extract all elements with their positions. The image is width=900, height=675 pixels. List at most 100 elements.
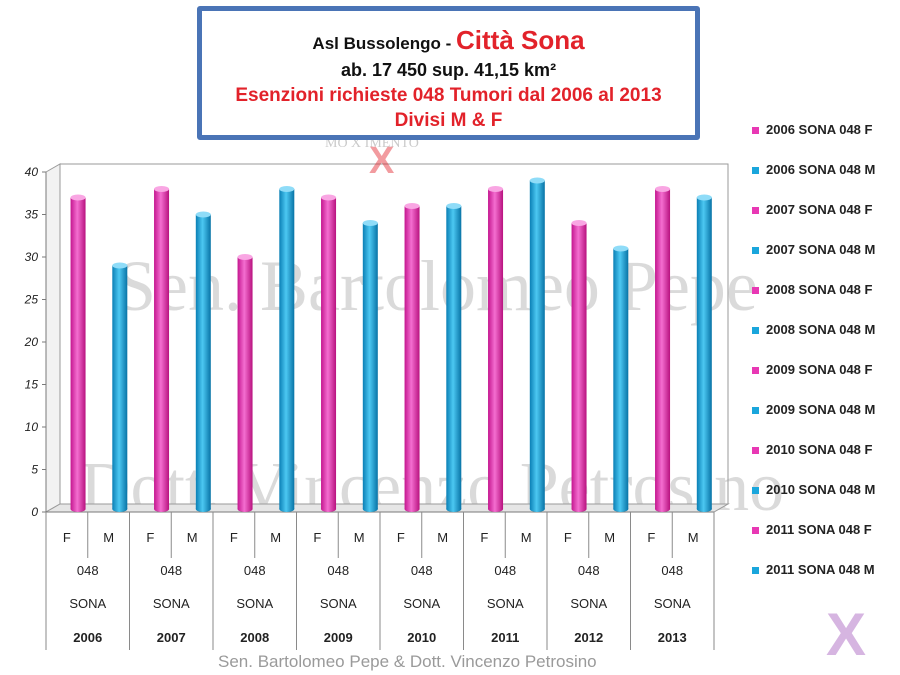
bar-base [154,506,170,512]
x-label-code: 048 [244,563,266,578]
y-tick-label: 30 [25,250,39,264]
bar-cap [112,262,128,269]
bar-cap [279,186,295,192]
bar-body [571,223,587,509]
bar-body [154,189,170,509]
legend-swatch [752,247,759,254]
legend-label: 2009 SONA 048 M [766,402,876,417]
bar-base [237,506,253,512]
legend-label: 2009 SONA 048 F [766,362,873,377]
bar-female [237,254,253,512]
legend-swatch [752,407,759,414]
x-label-code: 048 [327,563,349,578]
bar-body [279,189,295,509]
legend-swatch [752,527,759,534]
legend-swatch [752,327,759,334]
bar-base [571,506,587,512]
x-label-f: F [313,530,321,545]
bar-base [529,506,545,512]
bar-cap [613,245,629,252]
legend-swatch [752,367,759,374]
title-line-2: ab. 17 450 sup. 41,15 km² [340,60,557,80]
bar-male [613,245,629,512]
bar-body [70,197,86,509]
x-label-f: F [564,530,572,545]
title-line-3: Esenzioni richieste 048 Tumori dal 2006 … [235,85,662,106]
x-label-year: 2010 [407,630,436,645]
legend-swatch [752,207,759,214]
x-label-place: SONA [320,596,357,611]
bar-base [655,506,671,512]
chart-side-wall [45,163,61,513]
title-prefix: Asl Bussolengo - [312,34,456,53]
y-tick-label: 5 [31,463,38,477]
x-label-code: 048 [160,563,182,578]
bar-female [571,220,587,512]
legend-swatch [752,127,759,134]
x-label-code: 048 [578,563,600,578]
x-label-m: M [187,530,198,545]
legend-label: 2006 SONA 048 M [766,162,876,177]
bar-body [529,180,545,509]
bar-base [279,506,295,512]
legend-label: 2007 SONA 048 M [766,242,876,257]
bar-cap [237,254,253,260]
bar-cap [696,194,712,201]
bar-female [488,186,504,512]
x-label-place: SONA [654,596,691,611]
x-label-f: F [230,530,238,545]
x-label-f: F [480,530,488,545]
x-logo-icon: X [369,140,395,182]
bar-cap [154,186,170,192]
bar-male [362,220,378,512]
x-label-m: M [270,530,281,545]
y-tick-label: 35 [25,208,39,222]
bar-male [279,186,295,512]
legend-swatch [752,287,759,294]
title-city: Città Sona [456,25,585,55]
y-tick-label: 15 [25,378,39,392]
x-label-m: M [354,530,365,545]
bar-male [195,211,211,512]
x-label-place: SONA [153,596,190,611]
bar-body [446,206,462,509]
bar-cap [70,194,86,201]
x-label-year: 2007 [157,630,186,645]
x-label-f: F [647,530,655,545]
x-label-f: F [63,530,71,545]
bar-base [404,506,420,512]
bar-body [195,214,211,509]
bar-base [70,506,86,512]
legend-label: 2006 SONA 048 F [766,122,873,137]
bar-cap [404,203,420,209]
y-tick-label: 0 [31,505,38,519]
bar-base [112,506,128,512]
bar-cap [446,203,462,209]
bar-cap [195,211,211,218]
bar-male [696,194,712,512]
bar-body [321,197,337,509]
x-logo-corner-icon: X [826,601,867,668]
x-label-place: SONA [487,596,524,611]
bar-cap [529,177,545,184]
legend-label: 2011 SONA 048 F [766,522,872,537]
x-label-m: M [688,530,699,545]
bar-body [655,189,671,509]
x-label-code: 048 [661,563,683,578]
y-tick-label: 20 [24,335,39,349]
chart-labels: 0 5 10 15 20 25 30 35 40 F M 048 SONA 2006 F M 048 SONA 20… [24,165,699,645]
bar-cap [362,220,378,226]
bar-female [70,194,86,512]
x-label-code: 048 [494,563,516,578]
bar-cap [321,194,337,201]
bar-body [488,189,504,509]
x-label-m: M [103,530,114,545]
bar-body [237,257,253,509]
legend-label: 2011 SONA 048 M [766,562,875,577]
title-box: Asl Bussolengo - Città Sona ab. 17 450 s… [197,6,700,140]
x-label-place: SONA [236,596,273,611]
y-tick-label: 25 [24,293,39,307]
legend-label: 2008 SONA 048 F [766,282,873,297]
x-label-m: M [521,530,532,545]
bar-male [529,177,545,512]
